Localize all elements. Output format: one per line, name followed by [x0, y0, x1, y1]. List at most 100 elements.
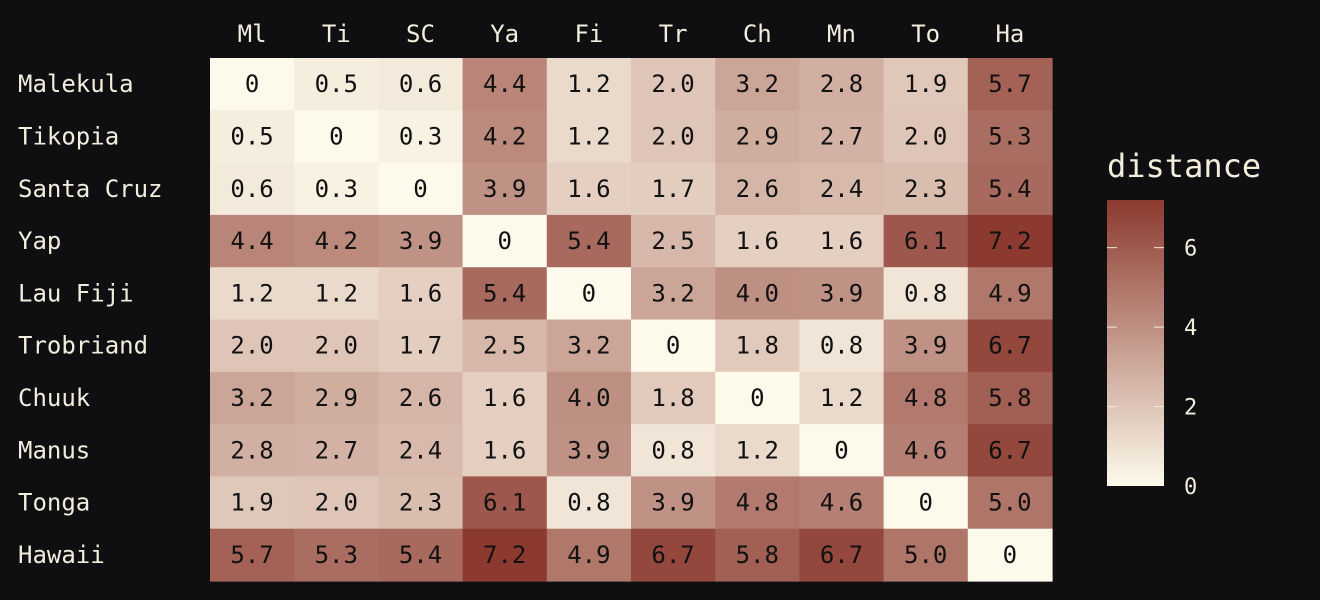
- cell-value-label: 0: [918, 489, 932, 517]
- cell-value-label: 2.3: [904, 175, 947, 203]
- cell-value-label: 3.2: [736, 70, 779, 98]
- column-label: Ti: [322, 20, 351, 48]
- cell-value-label: 5.0: [904, 541, 947, 569]
- heatmap-cell: [462, 424, 548, 477]
- heatmap-cell: [631, 162, 716, 216]
- heatmap-cells: 0 0.5 0.6 4.4 1.2 2.0 3.2 2.8 1.9 5.7 0.5 0 0.3 4.2 1.…: [210, 58, 1053, 582]
- cell-value-label: 4.9: [988, 279, 1031, 307]
- cell-value-label: 2.0: [315, 332, 358, 360]
- heatmap-cell: [378, 110, 464, 164]
- heatmap-cell: [294, 319, 379, 373]
- heatmap-cell: [462, 267, 548, 321]
- heatmap-cell: [883, 110, 969, 164]
- cell-value-label: 1.6: [399, 279, 442, 307]
- heatmap-cell: [294, 267, 379, 321]
- cell-value-label: 4.6: [904, 436, 947, 464]
- cell-value-label: 0: [666, 332, 680, 360]
- cell-value-label: 1.2: [567, 122, 610, 150]
- column-label: Ha: [995, 20, 1024, 48]
- cell-value-label: 5.4: [567, 227, 610, 255]
- cell-value-label: 0.8: [567, 489, 610, 517]
- cell-value-label: 0.8: [904, 279, 947, 307]
- heatmap-cell: [378, 58, 464, 111]
- heatmap-cell: [715, 371, 800, 425]
- cell-value-label: 2.3: [399, 489, 442, 517]
- heatmap-cell: [378, 214, 464, 268]
- cell-value-label: 6.7: [988, 436, 1031, 464]
- cell-value-label: 3.2: [567, 332, 610, 360]
- cell-value-label: 1.2: [567, 70, 610, 98]
- cell-value-label: 5.7: [988, 70, 1031, 98]
- heatmap-cell: [210, 162, 295, 216]
- heatmap-cell: [546, 267, 632, 321]
- row-label: Chuuk: [18, 384, 91, 412]
- cell-value-label: 0: [329, 122, 343, 150]
- cell-value-label: 1.8: [736, 332, 779, 360]
- cell-value-label: 3.9: [820, 279, 863, 307]
- cell-value-label: 2.7: [820, 122, 863, 150]
- heatmap-cell: [631, 424, 716, 477]
- heatmap-cell: [294, 110, 379, 164]
- row-label: Hawaii: [18, 541, 105, 569]
- heatmap-cell: [378, 267, 464, 321]
- cell-value-label: 2.0: [651, 122, 694, 150]
- heatmap-cell: [967, 58, 1053, 111]
- heatmap-cell: [883, 267, 969, 321]
- heatmap-cell: [378, 319, 464, 373]
- heatmap-cell: [883, 528, 969, 582]
- cell-value-label: 0: [834, 436, 848, 464]
- cell-value-label: 1.9: [904, 70, 947, 98]
- cell-value-label: 3.9: [399, 227, 442, 255]
- cell-value-label: 5.8: [988, 384, 1031, 412]
- heatmap-cell: [631, 528, 716, 582]
- cell-value-label: 3.2: [230, 384, 273, 412]
- heatmap-cell: [799, 371, 885, 425]
- heatmap-cell: [715, 476, 800, 530]
- row-label: Malekula: [18, 70, 134, 98]
- cell-value-label: 3.9: [904, 332, 947, 360]
- cell-value-label: 0.5: [230, 122, 273, 150]
- heatmap-cell: [462, 58, 548, 111]
- cell-value-label: 2.6: [399, 384, 442, 412]
- heatmap-cell: [967, 476, 1053, 530]
- heatmap-cell: [462, 528, 548, 582]
- cell-value-label: 2.5: [651, 227, 694, 255]
- heatmap-cell: [378, 371, 464, 425]
- cell-value-label: 5.4: [399, 541, 442, 569]
- cell-value-label: 5.3: [315, 541, 358, 569]
- heatmap-cell: [967, 162, 1053, 216]
- column-label: Ya: [490, 20, 519, 48]
- heatmap-cell: [210, 424, 295, 477]
- cell-value-label: 4.4: [483, 70, 526, 98]
- heatmap-cell: [378, 162, 464, 216]
- heatmap-cell: [294, 162, 379, 216]
- cell-value-label: 0.8: [820, 332, 863, 360]
- heatmap-cell: [967, 267, 1053, 321]
- cell-value-label: 2.0: [315, 489, 358, 517]
- cell-value-label: 2.8: [820, 70, 863, 98]
- heatmap-cell: [210, 267, 295, 321]
- heatmap-cell: [883, 58, 969, 111]
- cell-value-label: 6.7: [988, 332, 1031, 360]
- cell-value-label: 5.7: [230, 541, 273, 569]
- heatmap-cell: [883, 424, 969, 477]
- heatmap-cell: [967, 319, 1053, 373]
- heatmap-cell: [378, 424, 464, 477]
- cell-value-label: 3.2: [651, 279, 694, 307]
- cell-value-label: 0.3: [399, 122, 442, 150]
- column-label: Tr: [659, 20, 688, 48]
- cell-value-label: 5.0: [988, 489, 1031, 517]
- cell-value-label: 6.7: [651, 541, 694, 569]
- heatmap-cell: [546, 371, 632, 425]
- cell-value-label: 0: [1003, 541, 1017, 569]
- cell-value-label: 0: [245, 70, 259, 98]
- heatmap-cell: [883, 162, 969, 216]
- colorbar-gradient: [1107, 200, 1164, 486]
- heatmap-cell: [799, 528, 885, 582]
- heatmap-cell: [631, 319, 716, 373]
- heatmap-cell: [294, 528, 379, 582]
- cell-value-label: 1.2: [315, 279, 358, 307]
- cell-value-label: 1.6: [567, 175, 610, 203]
- heatmap-cell: [715, 214, 800, 268]
- cell-value-label: 0: [582, 279, 596, 307]
